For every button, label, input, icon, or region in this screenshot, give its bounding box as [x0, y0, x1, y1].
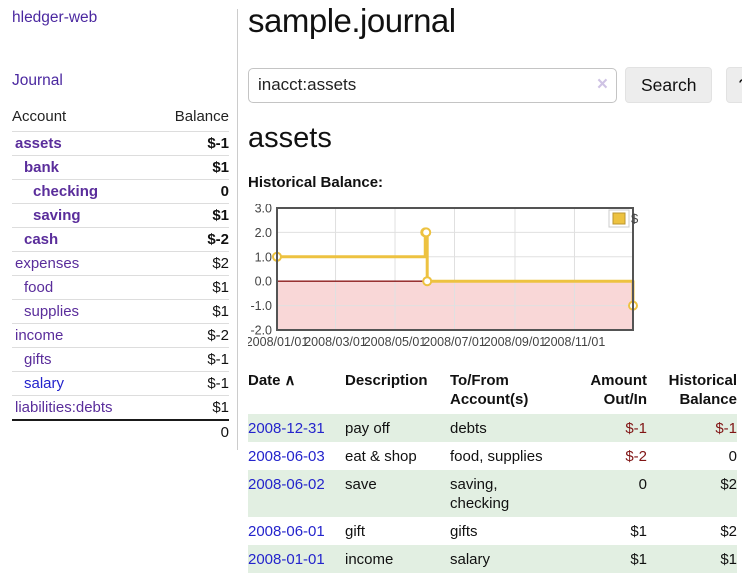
app-title-link[interactable]: hledger-web	[12, 9, 98, 26]
page-title: sample.journal	[248, 2, 456, 39]
historical-balance-chart-container: $3.0 2.0 1.0 0.0 -1.0 -2.0 2008/01/01 2008/03/0…	[246, 202, 742, 356]
account-row-supplies: supplies $1	[12, 299, 229, 324]
account-row-gifts: gifts $-1	[12, 347, 229, 372]
register-table: Date ∧ Description To/From Account(s) Amo…	[248, 369, 737, 573]
account-link[interactable]: salary	[24, 375, 65, 392]
register-col-amount: Amount Out/In	[590, 372, 647, 408]
search-form: × Search ?	[248, 67, 742, 103]
register-col-accounts: To/From Account(s)	[450, 372, 529, 408]
transaction-balance: $-1	[647, 414, 737, 442]
account-link[interactable]: bank	[24, 159, 60, 176]
transaction-date-link[interactable]: 2008-06-01	[248, 523, 325, 540]
transaction-description: eat & shop	[345, 448, 417, 465]
transaction-accounts: debts	[450, 414, 550, 442]
transaction-balance: $2	[720, 523, 737, 540]
account-link[interactable]: expenses	[15, 255, 80, 272]
transaction-date-link[interactable]: 2008-06-02	[248, 476, 325, 493]
transaction-accounts: salary	[450, 545, 550, 573]
transaction-amount: $-2	[625, 448, 647, 465]
transaction-description: gift	[345, 523, 366, 540]
account-link[interactable]: cash	[24, 231, 59, 248]
account-row-checking: checking 0	[12, 179, 229, 204]
svg-text:-2.0: -2.0	[250, 324, 272, 338]
account-link[interactable]: income	[15, 327, 64, 344]
account-link[interactable]: assets	[15, 135, 62, 152]
account-heading: assets	[248, 122, 332, 154]
sidebar-item-journal[interactable]: Journal	[12, 72, 63, 89]
account-row-liabilities-debts: liabilities:debts $1	[12, 395, 229, 420]
search-input[interactable]	[248, 67, 617, 103]
transaction-accounts: food, supplies	[450, 448, 543, 465]
svg-text:2008/03/01: 2008/03/01	[304, 335, 367, 349]
transaction-description: save	[345, 470, 450, 517]
svg-text:0.0: 0.0	[255, 275, 272, 289]
account-link[interactable]: liabilities:debts	[15, 399, 113, 416]
register-row: 2008-06-03 eat & shop food, supplies $-2…	[248, 442, 737, 470]
accounts-table: Account Balance assets $-1 bank $1 checkin…	[12, 105, 229, 444]
register-col-balance: Historical Balance	[668, 372, 737, 408]
clear-search-icon[interactable]: ×	[596, 73, 608, 95]
main-panel: sample.journal × Search ? assets Histori…	[238, 0, 742, 582]
account-link[interactable]: saving	[33, 207, 81, 224]
accounts-total-value: 0	[152, 419, 229, 444]
register-row: 2008-01-01 income salary $1 $1	[248, 545, 737, 573]
transaction-accounts: gifts	[450, 523, 478, 540]
account-row-food: food $1	[12, 275, 229, 300]
account-link[interactable]: checking	[33, 183, 99, 200]
accounts-col-account: Account	[12, 108, 67, 125]
account-row-salary: salary $-1	[12, 371, 229, 396]
transaction-balance: 0	[728, 448, 737, 465]
transaction-accounts: saving, checking	[450, 470, 550, 517]
app-title: hledger-web	[12, 9, 229, 27]
help-button[interactable]: ?	[726, 67, 742, 103]
svg-text:2008/07/01: 2008/07/01	[423, 335, 486, 349]
search-button[interactable]: Search	[625, 67, 713, 103]
chart-title: Historical Balance:	[248, 174, 384, 191]
account-link[interactable]: supplies	[24, 303, 80, 320]
svg-text:$: $	[631, 211, 639, 226]
transaction-date-link[interactable]: 2008-01-01	[248, 551, 325, 568]
svg-text:2008/09/01: 2008/09/01	[484, 335, 547, 349]
transaction-amount: 0	[550, 470, 647, 517]
transaction-balance: $1	[647, 545, 737, 573]
account-link[interactable]: food	[24, 279, 54, 296]
svg-text:2.0: 2.0	[255, 226, 272, 240]
transaction-amount: $1	[550, 545, 647, 573]
transaction-date-link[interactable]: 2008-06-03	[248, 448, 325, 465]
register-row: 2008-06-01 gift gifts $1 $2	[248, 517, 737, 545]
account-row-income: income $-2	[12, 323, 229, 348]
transaction-description: pay off	[345, 414, 450, 442]
transaction-amount: $1	[630, 523, 647, 540]
account-row-saving: saving $1	[12, 203, 229, 228]
register-row: 2008-12-31 pay off debts $-1 $-1	[248, 414, 737, 442]
register-row: 2008-06-02 save saving, checking 0 $2	[248, 470, 737, 517]
svg-text:2008/01/01: 2008/01/01	[248, 335, 308, 349]
account-row-assets: assets $-1	[12, 131, 229, 156]
svg-text:2008/11/01: 2008/11/01	[544, 335, 606, 349]
svg-text:3.0: 3.0	[255, 204, 272, 216]
sort-asc-icon: ∧	[284, 372, 296, 389]
account-link[interactable]: gifts	[24, 351, 52, 368]
accounts-col-balance: Balance	[174, 108, 229, 125]
svg-text:2008/05/01: 2008/05/01	[364, 335, 427, 349]
transaction-description: income	[345, 545, 450, 573]
register-col-date[interactable]: Date ∧	[248, 372, 296, 389]
transaction-amount: $-1	[550, 414, 647, 442]
sidebar: hledger-web Journal Account Balance asse…	[0, 0, 238, 582]
svg-text:1.0: 1.0	[255, 250, 272, 264]
account-row-cash: cash $-2	[12, 227, 229, 252]
accounts-total-row: 0	[12, 419, 229, 444]
transaction-balance: $2	[647, 470, 737, 517]
svg-text:-1.0: -1.0	[250, 299, 272, 313]
account-row-bank: bank $1	[12, 155, 229, 180]
historical-balance-chart: $3.0 2.0 1.0 0.0 -1.0 -2.02008/01/012008/03/0…	[246, 202, 639, 350]
transaction-date-link[interactable]: 2008-12-31	[248, 420, 325, 437]
register-col-description: Description	[345, 372, 428, 389]
account-row-expenses: expenses $2	[12, 251, 229, 276]
